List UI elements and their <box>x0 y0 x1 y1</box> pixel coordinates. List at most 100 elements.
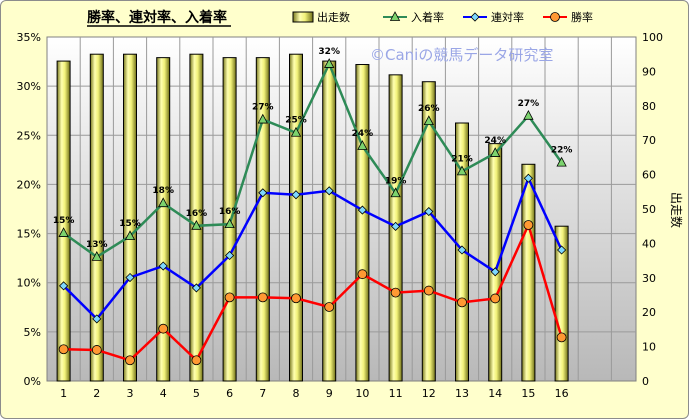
point <box>290 126 302 137</box>
series-line <box>62 60 563 259</box>
point <box>257 292 268 303</box>
point <box>158 323 169 334</box>
data-label: 27% <box>252 103 274 113</box>
point <box>91 345 102 355</box>
point <box>556 332 567 343</box>
data-label: 13% <box>86 240 108 250</box>
point <box>191 283 201 293</box>
y-left-tick-label: 25% <box>17 129 41 142</box>
data-label: 26% <box>418 104 440 114</box>
chart-title: 勝率、連対率、入着率 <box>87 9 227 26</box>
point <box>125 272 135 283</box>
y-right-tick-label: 90 <box>642 65 656 78</box>
point <box>324 302 335 312</box>
point <box>423 115 434 126</box>
series-line <box>62 174 563 321</box>
y-left-tick-label: 30% <box>17 80 41 93</box>
point <box>59 281 69 291</box>
point <box>357 140 368 150</box>
point <box>125 355 135 366</box>
point <box>191 219 202 230</box>
point <box>470 12 480 22</box>
data-label: 18% <box>152 186 174 196</box>
point <box>490 293 501 304</box>
y-right-tick-label: 100 <box>642 31 663 44</box>
point <box>357 205 367 215</box>
point <box>424 206 434 217</box>
y-right-tick-label: 50 <box>642 203 656 216</box>
data-label: 24% <box>484 136 506 146</box>
x-tick-label: 12 <box>422 387 436 400</box>
x-tick-label: 16 <box>555 387 569 400</box>
point <box>91 251 102 261</box>
point <box>225 250 235 261</box>
point <box>258 188 268 198</box>
point <box>389 11 401 21</box>
y-left-tick-label: 0% <box>24 375 41 388</box>
point <box>324 58 335 68</box>
data-label: 32% <box>318 47 340 57</box>
point <box>550 12 560 22</box>
y-right-tick-label: 60 <box>642 169 656 182</box>
legend-label: 連対率 <box>491 10 524 24</box>
data-label: 15% <box>53 216 75 226</box>
data-label: 22% <box>551 146 573 156</box>
y-right-tick-label: 40 <box>642 237 656 250</box>
legend-label: 出走数 <box>317 10 350 24</box>
point <box>291 293 301 304</box>
x-tick-label: 11 <box>389 387 403 400</box>
point <box>457 297 467 308</box>
y-right-tick-label: 10 <box>642 341 656 354</box>
data-label: 16% <box>219 207 241 217</box>
y-right-tick-label: 70 <box>642 134 656 147</box>
data-label: 19% <box>385 176 407 186</box>
point <box>556 156 567 167</box>
bar <box>289 53 303 382</box>
bar <box>56 60 71 382</box>
bar <box>355 64 370 382</box>
bar <box>488 143 503 382</box>
data-label: 16% <box>186 209 208 219</box>
legend: 出走数 入着率 連対率 勝率 <box>292 10 593 24</box>
legend-swatch <box>292 11 314 23</box>
point <box>158 261 168 271</box>
data-label: 24% <box>352 129 374 139</box>
data-label: 25% <box>285 116 307 126</box>
point <box>191 355 202 366</box>
point <box>523 173 533 183</box>
x-tick-label: 13 <box>455 387 469 400</box>
point <box>224 292 235 303</box>
y-right-tick-label: 20 <box>642 306 656 319</box>
x-tick-label: 6 <box>226 387 233 400</box>
y-right-axis-label: 出走数 <box>669 192 684 228</box>
x-tick-label: 10 <box>355 387 369 400</box>
point <box>58 344 69 355</box>
bar <box>554 225 569 382</box>
y-left-tick-label: 10% <box>17 277 41 290</box>
x-tick-label: 3 <box>127 387 134 400</box>
point <box>224 218 235 229</box>
point <box>457 245 467 255</box>
point <box>158 197 169 208</box>
bar <box>123 53 137 382</box>
point <box>490 147 501 157</box>
series-line <box>63 221 563 363</box>
y-left-tick-label: 20% <box>17 178 41 191</box>
data-label: 21% <box>451 154 473 164</box>
data-label: 27% <box>518 99 540 109</box>
point <box>490 267 500 277</box>
point <box>391 221 401 231</box>
y-right-tick-label: 0 <box>642 375 649 388</box>
bar <box>189 53 204 382</box>
bar <box>322 60 337 382</box>
point <box>557 245 567 255</box>
bar <box>521 163 536 382</box>
bar <box>156 57 171 382</box>
x-tick-label: 4 <box>160 387 167 400</box>
point <box>390 187 401 198</box>
point <box>523 220 534 230</box>
watermark: ©Caniの競馬データ研究室 <box>370 46 553 64</box>
point <box>58 227 69 237</box>
point <box>291 190 301 200</box>
